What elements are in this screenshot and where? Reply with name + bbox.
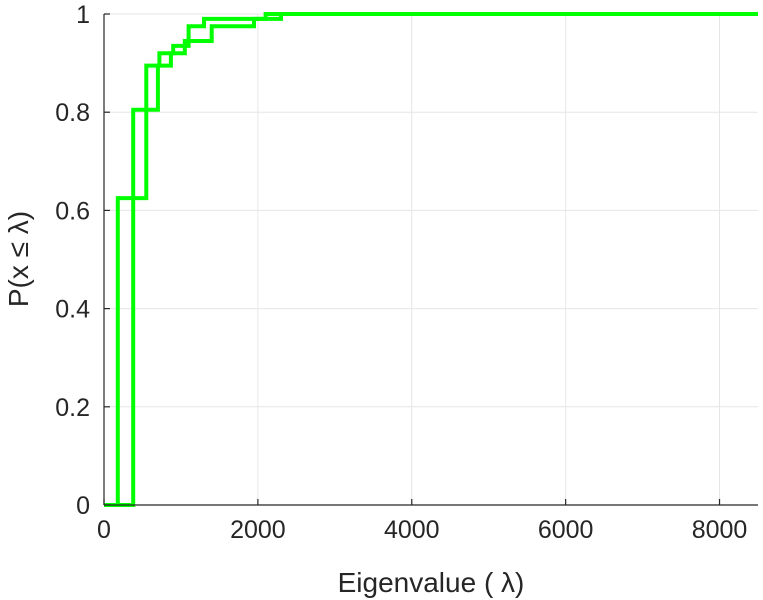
y-axis-label: P(x ≤ λ) — [3, 211, 34, 307]
x-tick-label: 2000 — [230, 516, 286, 544]
grid — [103, 13, 758, 506]
x-tick-label: 4000 — [384, 516, 440, 544]
y-tick-label: 0.6 — [55, 197, 90, 225]
series-group — [104, 12, 758, 507]
y-tick-label: 0.2 — [55, 394, 90, 422]
x-tick-label: 8000 — [692, 516, 748, 544]
y-tick-label: 0.4 — [55, 296, 90, 324]
series-line-1 — [104, 12, 758, 507]
tick-labels: 0 2000 4000 6000 8000 0 0.2 0.4 0.6 0.8 1 — [55, 1, 747, 544]
series-line-2 — [104, 12, 758, 507]
x-axis-label: Eigenvalue ( λ) — [338, 567, 525, 598]
y-tick-label: 1 — [76, 1, 90, 29]
y-tick-label: 0.8 — [55, 99, 90, 127]
axes — [103, 13, 758, 506]
x-tick-label: 0 — [97, 516, 111, 544]
x-tick-label: 6000 — [538, 516, 594, 544]
y-tick-label: 0 — [76, 492, 90, 520]
